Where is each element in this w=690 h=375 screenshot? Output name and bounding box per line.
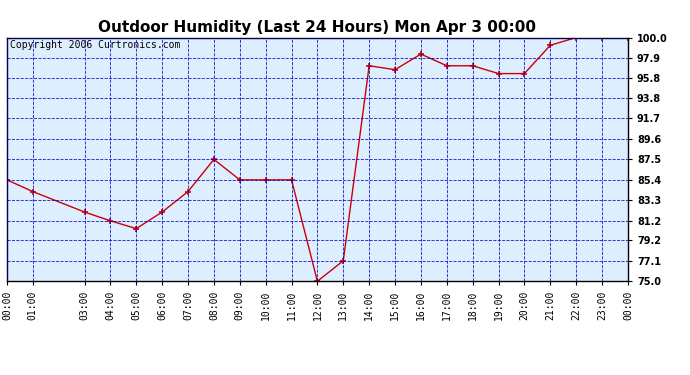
Title: Outdoor Humidity (Last 24 Hours) Mon Apr 3 00:00: Outdoor Humidity (Last 24 Hours) Mon Apr… bbox=[99, 20, 536, 35]
Text: Copyright 2006 Curtronics.com: Copyright 2006 Curtronics.com bbox=[10, 40, 180, 50]
